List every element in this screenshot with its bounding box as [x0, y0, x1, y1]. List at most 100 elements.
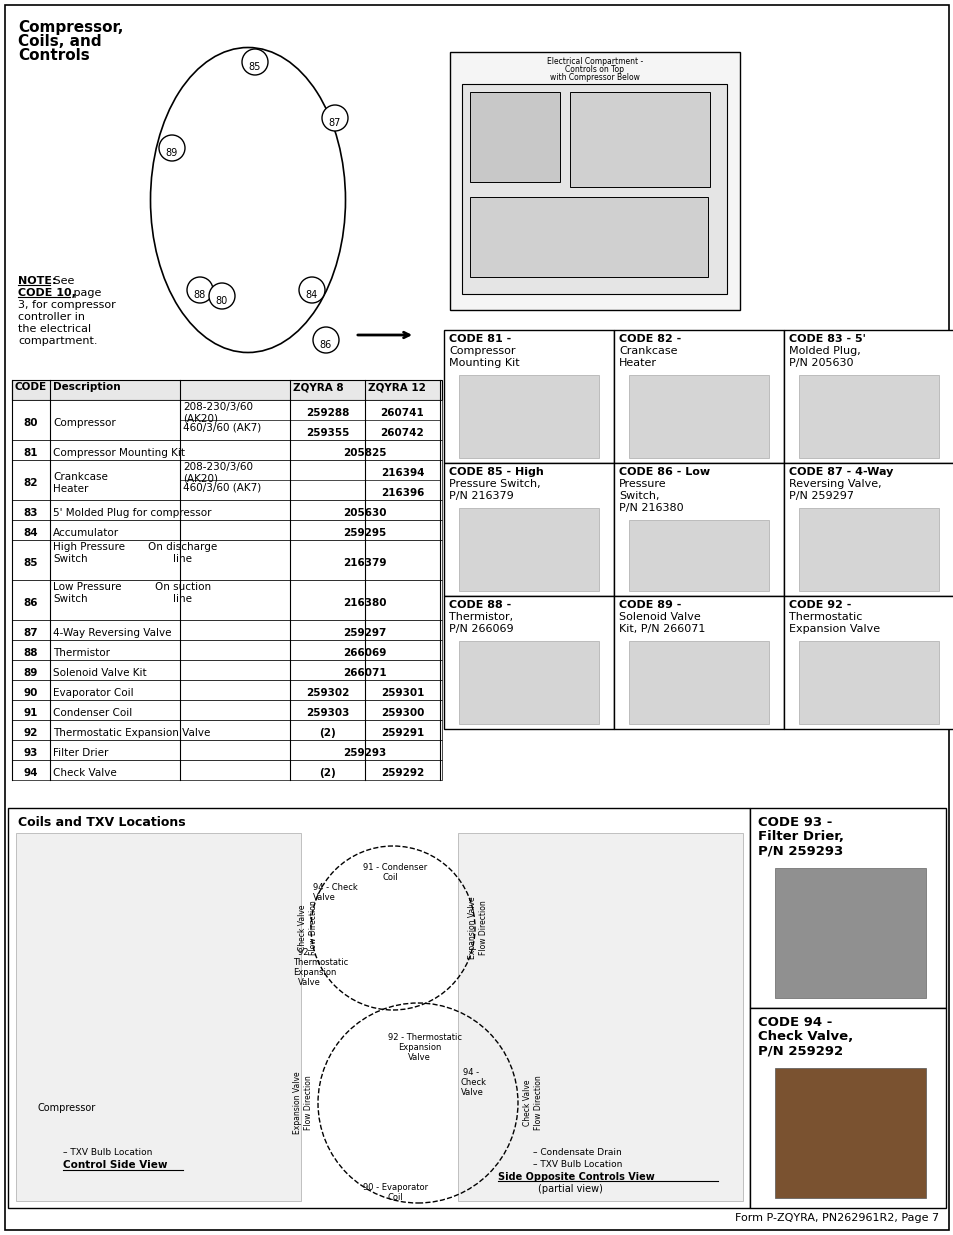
Text: Filter Drier,: Filter Drier, — [758, 830, 843, 844]
Bar — [628, 520, 768, 592]
Text: Check Valve,: Check Valve, — [758, 1030, 852, 1044]
Text: Side Opposite Controls View: Side Opposite Controls View — [497, 1172, 654, 1182]
Text: ZQYRA 12: ZQYRA 12 — [368, 382, 425, 391]
Text: 259288: 259288 — [306, 408, 349, 417]
Bar — [774, 868, 925, 998]
Text: Compressor,: Compressor, — [18, 20, 123, 35]
Text: High Pressure
Switch: High Pressure Switch — [53, 542, 125, 563]
Text: 259303: 259303 — [306, 708, 349, 718]
Text: Check Valve
Flow Direction: Check Valve Flow Direction — [523, 1076, 542, 1130]
Text: 259292: 259292 — [380, 768, 424, 778]
Bar — [457, 832, 742, 1200]
Text: 81: 81 — [24, 448, 38, 458]
Text: CODE 87 - 4-Way: CODE 87 - 4-Way — [788, 467, 892, 477]
Bar — [12, 380, 441, 400]
Text: P/N 216379: P/N 216379 — [449, 492, 514, 501]
Text: Compressor: Compressor — [53, 417, 115, 429]
Bar — [749, 1008, 945, 1208]
Text: Thermostatic: Thermostatic — [788, 613, 862, 622]
Bar — [799, 508, 938, 592]
Text: Heater: Heater — [618, 358, 657, 368]
Text: 259293: 259293 — [343, 748, 386, 758]
Text: 259291: 259291 — [380, 727, 424, 739]
Text: 94 - Check: 94 - Check — [313, 883, 357, 892]
Text: 216380: 216380 — [343, 598, 386, 608]
Text: CODE 82 -: CODE 82 - — [618, 333, 680, 345]
Text: Coil: Coil — [388, 1193, 403, 1202]
Text: 87: 87 — [329, 119, 341, 128]
Text: ZQYRA 8: ZQYRA 8 — [293, 382, 343, 391]
Text: (2): (2) — [319, 727, 335, 739]
Text: CODE 86 - Low: CODE 86 - Low — [618, 467, 709, 477]
Text: Valve: Valve — [297, 978, 320, 987]
Bar — [12, 500, 441, 520]
Text: 460/3/60 (AK7): 460/3/60 (AK7) — [183, 482, 261, 492]
Text: P/N 216380: P/N 216380 — [618, 503, 683, 513]
Text: Pressure: Pressure — [618, 479, 666, 489]
Text: Control Side View: Control Side View — [63, 1160, 168, 1170]
Bar — [12, 580, 441, 620]
Text: Condenser Coil: Condenser Coil — [53, 708, 132, 718]
Text: Coils, and: Coils, and — [18, 35, 102, 49]
Text: (2): (2) — [319, 768, 335, 778]
Text: CODE: CODE — [15, 382, 47, 391]
Text: 266069: 266069 — [343, 648, 386, 658]
Text: 205825: 205825 — [343, 448, 386, 458]
Bar — [774, 1068, 925, 1198]
Text: CODE 83 - 5': CODE 83 - 5' — [788, 333, 865, 345]
Text: 208-230/3/60
(AK20): 208-230/3/60 (AK20) — [183, 462, 253, 484]
Text: 89: 89 — [166, 148, 178, 158]
Text: 80: 80 — [24, 417, 38, 429]
Text: On discharge
line: On discharge line — [149, 542, 217, 563]
Text: the electrical: the electrical — [18, 324, 91, 333]
Text: 260742: 260742 — [380, 429, 424, 438]
Text: Crankcase: Crankcase — [618, 346, 677, 356]
Text: 83: 83 — [24, 508, 38, 517]
Bar — [450, 52, 740, 310]
Text: P/N 259292: P/N 259292 — [758, 1044, 842, 1057]
Bar — [12, 680, 441, 700]
Text: Thermostatic: Thermostatic — [293, 958, 348, 967]
Bar — [799, 641, 938, 724]
Text: 90: 90 — [24, 688, 38, 698]
Text: Thermostatic Expansion Valve: Thermostatic Expansion Valve — [53, 727, 211, 739]
Text: with Compressor Below: with Compressor Below — [550, 73, 639, 82]
Bar — [614, 597, 783, 729]
Text: CODE 10,: CODE 10, — [18, 288, 76, 298]
Bar — [8, 808, 749, 1208]
Text: CODE 85 - High: CODE 85 - High — [449, 467, 543, 477]
Text: 92 -: 92 - — [297, 948, 314, 957]
Text: Expansion Valve: Expansion Valve — [788, 624, 880, 634]
Text: Pressure Switch,: Pressure Switch, — [449, 479, 540, 489]
Text: On suction
line: On suction line — [154, 582, 211, 604]
Text: 266071: 266071 — [343, 668, 386, 678]
Circle shape — [159, 135, 185, 161]
Bar — [12, 700, 441, 720]
Bar — [749, 808, 945, 1008]
Text: – TXV Bulb Location: – TXV Bulb Location — [533, 1160, 621, 1170]
Text: 259300: 259300 — [380, 708, 424, 718]
Bar — [12, 540, 441, 580]
Text: P/N 266069: P/N 266069 — [449, 624, 513, 634]
Text: Expansion Valve
Flow Direction: Expansion Valve Flow Direction — [468, 897, 487, 960]
Text: – TXV Bulb Location: – TXV Bulb Location — [63, 1149, 152, 1157]
Text: Controls: Controls — [18, 48, 90, 63]
Text: Mounting Kit: Mounting Kit — [449, 358, 519, 368]
Text: Compressor: Compressor — [449, 346, 515, 356]
Text: Expansion: Expansion — [397, 1044, 441, 1052]
Bar — [458, 508, 598, 592]
Text: 216394: 216394 — [380, 468, 424, 478]
Text: 87: 87 — [24, 629, 38, 638]
Text: 82: 82 — [24, 478, 38, 488]
Text: NOTE:: NOTE: — [18, 275, 56, 287]
Text: Valve: Valve — [313, 893, 335, 902]
Text: Valve: Valve — [408, 1053, 431, 1062]
Text: 216379: 216379 — [343, 558, 386, 568]
Text: 5' Molded Plug for compressor: 5' Molded Plug for compressor — [53, 508, 212, 517]
Text: Kit, P/N 266071: Kit, P/N 266071 — [618, 624, 704, 634]
Bar — [783, 330, 953, 463]
Text: 460/3/60 (AK7): 460/3/60 (AK7) — [183, 422, 261, 432]
Bar — [12, 659, 441, 680]
Bar — [443, 597, 614, 729]
Text: Form P-ZQYRA, PN262961R2, Page 7: Form P-ZQYRA, PN262961R2, Page 7 — [734, 1213, 938, 1223]
